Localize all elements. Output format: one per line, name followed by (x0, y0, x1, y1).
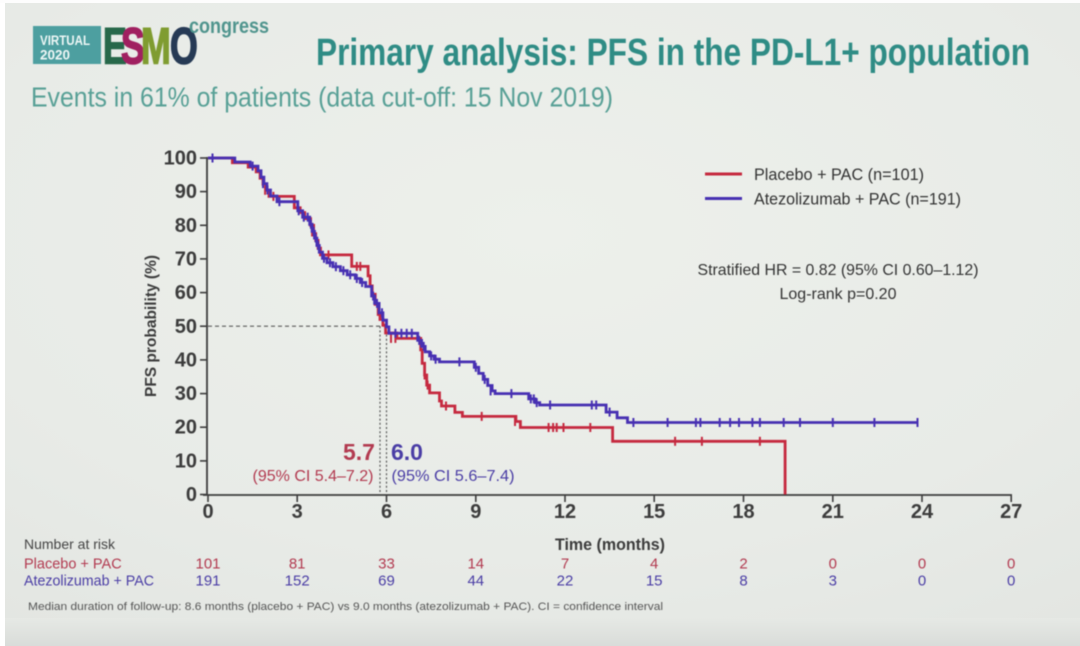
svg-text:2: 2 (739, 556, 747, 573)
svg-text:18: 18 (732, 501, 754, 523)
svg-text:2020: 2020 (40, 48, 70, 63)
svg-text:Time (months): Time (months) (555, 535, 665, 554)
svg-text:3: 3 (829, 573, 837, 590)
svg-text:Atezolizumab + PAC: Atezolizumab + PAC (24, 574, 154, 590)
svg-text:0: 0 (1007, 556, 1015, 573)
svg-text:24: 24 (911, 501, 934, 523)
svg-text:14: 14 (467, 556, 484, 573)
svg-text:Events in 61% of patients (dat: Events in 61% of patients (data cut-off:… (31, 82, 613, 113)
svg-text:0: 0 (1007, 573, 1015, 590)
svg-text:50: 50 (175, 316, 197, 338)
svg-text:4: 4 (650, 556, 658, 573)
svg-text:0: 0 (186, 484, 197, 506)
svg-text:3: 3 (292, 501, 303, 523)
svg-text:101: 101 (195, 556, 220, 573)
svg-text:0: 0 (202, 501, 213, 523)
svg-text:6.0: 6.0 (391, 439, 423, 465)
svg-text:congress: congress (189, 15, 269, 38)
svg-text:0: 0 (829, 556, 837, 573)
svg-text:20: 20 (175, 417, 197, 439)
svg-text:40: 40 (175, 349, 197, 371)
svg-text:33: 33 (378, 556, 395, 573)
svg-text:Stratified HR = 0.82 (95% CI 0: Stratified HR = 0.82 (95% CI 0.60–1.12) (698, 262, 979, 279)
svg-text:5.7: 5.7 (343, 439, 375, 465)
svg-text:Number at risk: Number at risk (24, 536, 116, 552)
svg-text:15: 15 (646, 573, 663, 590)
svg-text:VIRTUAL: VIRTUAL (40, 33, 90, 48)
svg-text:Placebo + PAC (n=101): Placebo + PAC (n=101) (754, 165, 924, 184)
svg-text:22: 22 (557, 573, 574, 590)
svg-text:E: E (103, 18, 127, 75)
svg-text:7: 7 (561, 556, 569, 573)
svg-text:69: 69 (378, 573, 395, 590)
svg-text:0: 0 (918, 573, 926, 590)
svg-text:100: 100 (164, 148, 197, 170)
svg-text:S: S (121, 18, 145, 75)
svg-text:70: 70 (175, 248, 197, 270)
svg-text:M: M (141, 18, 171, 75)
svg-text:27: 27 (1000, 501, 1022, 523)
svg-text:PFS probability (%): PFS probability (%) (143, 255, 160, 397)
svg-text:0: 0 (918, 556, 926, 573)
svg-text:O: O (170, 18, 198, 75)
svg-text:Placebo + PAC: Placebo + PAC (24, 557, 122, 573)
svg-text:15: 15 (643, 501, 665, 523)
svg-text:6: 6 (381, 501, 392, 523)
svg-text:12: 12 (554, 501, 576, 523)
svg-text:Median duration of follow-up:: Median duration of follow-up: 8.6 months… (28, 601, 663, 613)
svg-text:30: 30 (175, 383, 197, 405)
svg-text:8: 8 (739, 573, 747, 590)
svg-text:(95% CI 5.6–7.4): (95% CI 5.6–7.4) (392, 468, 515, 485)
svg-text:80: 80 (175, 215, 197, 237)
svg-text:44: 44 (467, 573, 484, 590)
svg-text:(95% CI 5.4–7.2): (95% CI 5.4–7.2) (253, 468, 374, 485)
svg-text:10: 10 (175, 450, 197, 472)
svg-text:90: 90 (175, 181, 197, 203)
svg-text:Atezolizumab + PAC (n=191): Atezolizumab + PAC (n=191) (754, 190, 961, 209)
svg-text:21: 21 (822, 501, 844, 523)
svg-text:Primary analysis: PFS in the P: Primary analysis: PFS in the PD-L1+ popu… (316, 32, 1030, 74)
svg-text:191: 191 (195, 573, 220, 590)
svg-text:9: 9 (470, 501, 481, 523)
svg-text:152: 152 (285, 573, 310, 590)
svg-text:Log-rank p=0.20: Log-rank p=0.20 (780, 286, 897, 303)
svg-text:60: 60 (175, 282, 197, 304)
svg-text:81: 81 (289, 556, 306, 573)
